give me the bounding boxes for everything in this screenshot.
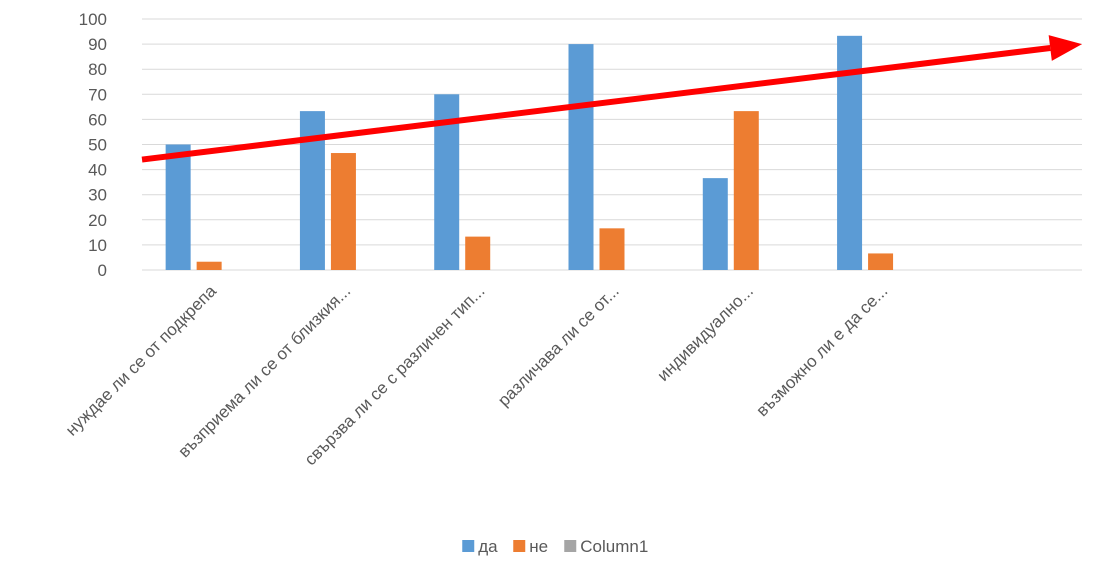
bars bbox=[165, 35, 894, 270]
x-category-label: различава ли се от... bbox=[494, 281, 623, 410]
y-tick-label: 90 bbox=[88, 35, 107, 54]
bar-не-4 bbox=[733, 111, 759, 270]
trend-arrow-shaft bbox=[141, 45, 1051, 163]
y-tick-label: 100 bbox=[79, 10, 107, 29]
y-axis-ticks: 0 10 20 30 40 50 60 70 80 90 100 bbox=[79, 10, 107, 280]
y-tick-label: 80 bbox=[88, 60, 107, 79]
legend-label: не bbox=[529, 537, 548, 556]
legend-label: да bbox=[478, 537, 498, 556]
y-tick-label: 50 bbox=[88, 136, 107, 155]
bar-да-0 bbox=[165, 144, 191, 270]
bar-не-5 bbox=[868, 253, 894, 270]
x-category-label: индивидуално... bbox=[654, 281, 758, 385]
legend-swatch-Column1 bbox=[564, 540, 577, 552]
gridlines bbox=[142, 18, 1082, 271]
legend-swatch-не bbox=[513, 540, 526, 552]
legend-label: Column1 bbox=[580, 537, 648, 556]
y-tick-label: 40 bbox=[88, 161, 107, 180]
y-tick-label: 20 bbox=[88, 211, 107, 230]
bar-не-1 bbox=[330, 153, 356, 270]
y-tick-label: 30 bbox=[88, 186, 107, 205]
bar-не-2 bbox=[465, 236, 491, 270]
trend-arrow bbox=[141, 35, 1082, 163]
trend-arrow-head bbox=[1048, 35, 1082, 61]
y-tick-label: 10 bbox=[88, 236, 107, 255]
bar-да-3 bbox=[568, 44, 594, 270]
legend-swatch-да bbox=[462, 540, 475, 552]
bar-да-4 bbox=[702, 178, 728, 270]
x-category-label: нуждае ли се от подкрепа bbox=[62, 281, 221, 440]
legend: да не Column1 bbox=[462, 537, 648, 556]
bar-не-3 bbox=[599, 228, 625, 270]
y-tick-label: 70 bbox=[88, 85, 107, 104]
y-tick-label: 60 bbox=[88, 110, 107, 129]
y-tick-label: 0 bbox=[98, 261, 107, 280]
bar-не-0 bbox=[196, 261, 222, 270]
x-category-label: възможно ли е да се... bbox=[753, 281, 892, 420]
